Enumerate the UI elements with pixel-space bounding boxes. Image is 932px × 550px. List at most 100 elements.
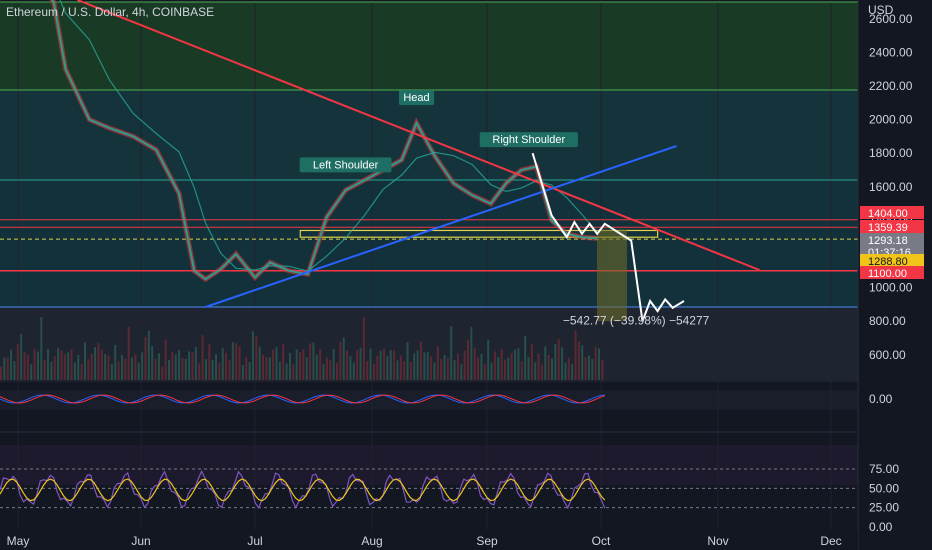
volume-bar [272, 349, 275, 380]
volume-bar [517, 348, 520, 380]
volume-bar [110, 363, 113, 380]
volume-bar [117, 361, 120, 380]
volume-bar [470, 326, 473, 380]
price-tick-label: 1000.00 [869, 281, 913, 295]
oscillator-tick-label: 0.00 [869, 392, 893, 406]
volume-bar [285, 363, 288, 380]
volume-bar [77, 354, 80, 380]
annotation-label-bg [479, 132, 578, 148]
rsi-tick-label: 75.00 [869, 462, 899, 476]
volume-bar [63, 354, 66, 380]
volume-bar [574, 330, 577, 380]
annotation-label-bg [299, 157, 392, 173]
volume-bar [319, 349, 322, 380]
volume-bar [601, 359, 604, 380]
volume-bar [251, 331, 254, 380]
volume-bar [70, 349, 73, 380]
volume-bar [184, 358, 187, 380]
volume-bar [369, 348, 372, 380]
price-badge-label: 1288.80 [868, 256, 908, 268]
price-badge-label: 1293.18 [868, 235, 908, 247]
rsi-tick-label: 25.00 [869, 501, 899, 515]
volume-bar [0, 366, 2, 380]
rsi-tick-label: 0.00 [869, 520, 893, 534]
price-tick-label: 2400.00 [869, 45, 913, 59]
volume-bar [335, 363, 338, 380]
volume-bar [211, 359, 214, 380]
volume-bar [443, 355, 446, 380]
volume-bar [393, 350, 396, 380]
volume-bar [309, 343, 312, 380]
volume-bar [332, 348, 335, 380]
volume-bar [40, 317, 43, 380]
volume-bar [80, 363, 83, 380]
time-tick-label: Jun [131, 534, 150, 548]
volume-bar [473, 347, 476, 380]
volume-bar [137, 362, 140, 380]
volume-bar [534, 362, 537, 380]
projection-box [597, 229, 627, 322]
volume-bar [57, 347, 60, 380]
volume-bar [275, 347, 278, 380]
volume-bar [524, 335, 527, 380]
volume-bar [490, 362, 493, 380]
time-axis-bg [0, 530, 858, 550]
volume-bar [201, 335, 204, 380]
volume-bar [43, 360, 46, 380]
volume-bar [480, 353, 483, 380]
volume-bar [47, 348, 50, 380]
volume-bar [83, 342, 86, 380]
volume-bar [36, 351, 39, 380]
volume-bar [527, 357, 530, 380]
volume-bar [547, 354, 550, 380]
volume-bar [399, 355, 402, 380]
volume-bar [409, 361, 412, 380]
projection-path [531, 152, 685, 322]
volume-bar [346, 350, 349, 380]
volume-bar [3, 357, 6, 380]
volume-bar [221, 347, 224, 380]
price-tick-label: 2200.00 [869, 79, 913, 93]
volume-bar [322, 364, 325, 380]
volume-bar [423, 352, 426, 380]
volume-bar [228, 359, 231, 380]
price-badge [860, 206, 924, 219]
volume-bar [510, 353, 513, 380]
time-tick-label: Jul [247, 534, 262, 548]
volume-bar [104, 354, 107, 380]
annotation-label: Head [403, 92, 429, 104]
volume-bar [178, 350, 181, 380]
volume-bar [235, 342, 238, 380]
volume-bar [520, 361, 523, 380]
volume-bar [460, 364, 463, 380]
volume-bar [262, 354, 265, 380]
volume-bar [551, 358, 554, 380]
volume-bar [87, 359, 90, 380]
volume-bar [396, 360, 399, 380]
volume-bar [134, 354, 137, 380]
descending-trendline [77, 0, 760, 271]
volume-bar [238, 346, 241, 380]
volume-bar [151, 345, 154, 380]
volume-bar [416, 350, 419, 380]
price-badge-label: 1359.39 [868, 222, 908, 234]
annotation-label: Right Shoulder [492, 134, 565, 146]
price-badge [860, 233, 924, 246]
volume-bar [359, 347, 362, 380]
volume-bar [386, 356, 389, 380]
volume-bar [594, 346, 597, 380]
volume-bar [181, 357, 184, 380]
volume-bar [430, 356, 433, 380]
annotation-label: Left Shoulder [313, 159, 379, 171]
volume-bar [161, 366, 164, 380]
volume-bar [131, 357, 134, 380]
volume-bar [292, 364, 295, 380]
volume-bar [241, 364, 244, 380]
volume-bar [446, 357, 449, 380]
volume-bar [497, 357, 500, 380]
volume-bar [147, 330, 150, 380]
volume-bar [544, 346, 547, 380]
ascending-trendline [205, 145, 677, 308]
volume-bar [50, 361, 53, 380]
